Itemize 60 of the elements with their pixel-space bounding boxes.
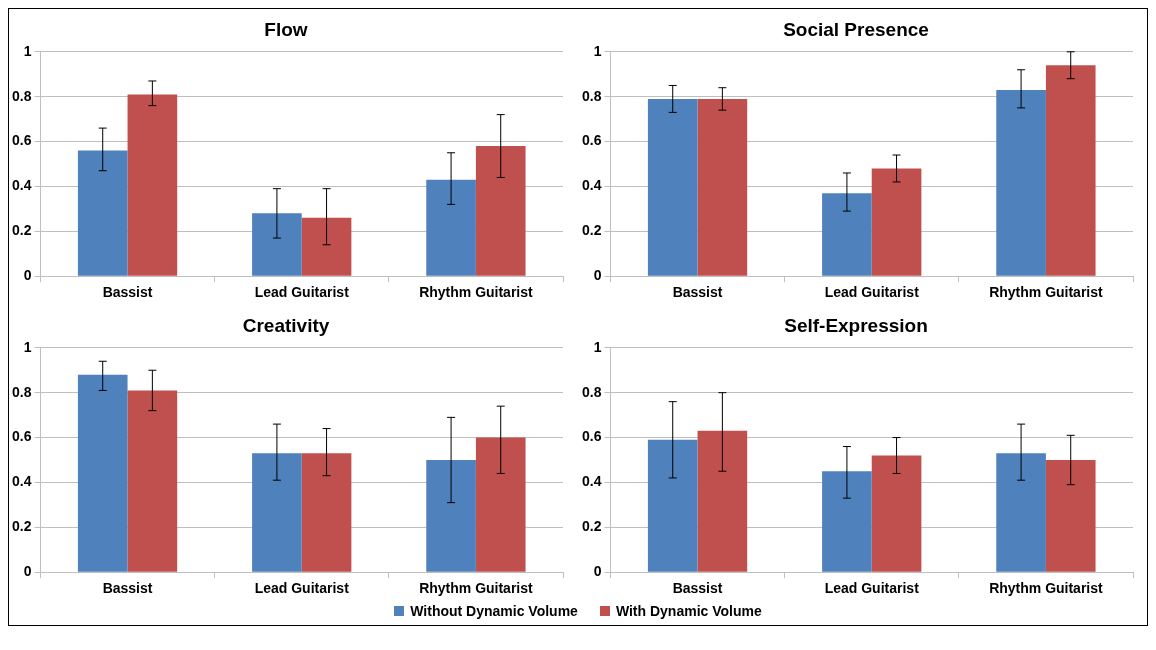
bar [77, 150, 128, 276]
bar [301, 217, 352, 276]
bar [475, 146, 526, 276]
bar [475, 437, 526, 572]
y-tick-label: 0.6 [581, 428, 602, 445]
y-tick-label: 0.8 [581, 383, 602, 400]
chart-title: Social Presence [783, 18, 929, 40]
x-tick-label: Bassist [672, 284, 723, 301]
y-tick-label: 0 [23, 267, 32, 284]
bar [996, 89, 1046, 276]
bar [871, 168, 922, 276]
bar [1045, 65, 1096, 276]
y-tick-label: 0 [593, 267, 602, 284]
bar [822, 193, 872, 276]
bar [426, 179, 476, 276]
y-tick-label: 0.4 [11, 473, 32, 490]
bar [127, 94, 178, 276]
chart-title: Self-Expression [784, 314, 928, 336]
y-tick-label: 0.2 [581, 518, 602, 535]
y-tick-label: 0.4 [11, 177, 32, 194]
y-tick-label: 0.2 [11, 518, 32, 535]
y-tick-label: 0.2 [581, 222, 602, 239]
bar [252, 213, 302, 276]
chart-title: Flow [264, 18, 308, 40]
x-tick-label: Bassist [102, 284, 153, 301]
y-tick-label: 0.2 [11, 222, 32, 239]
x-tick-label: Rhythm Guitarist [419, 284, 534, 301]
bar [127, 390, 178, 572]
y-tick-label: 0.6 [11, 132, 32, 149]
x-tick-label: Lead Guitarist [824, 284, 920, 301]
y-tick-label: 0.8 [11, 87, 32, 104]
y-tick-label: 0.6 [11, 428, 32, 445]
x-tick-label: Rhythm Guitarist [419, 580, 534, 597]
bar [647, 98, 698, 276]
y-tick-label: 1 [23, 338, 32, 355]
y-tick-label: 0 [23, 563, 32, 580]
x-tick-label: Lead Guitarist [824, 580, 920, 597]
bar [697, 98, 748, 276]
bar [426, 460, 476, 572]
legend-label: Without Dynamic Volume [410, 603, 578, 619]
y-tick-label: 1 [593, 338, 602, 355]
y-tick-label: 1 [593, 42, 602, 59]
legend-label: With Dynamic Volume [615, 603, 762, 619]
x-tick-label: Bassist [672, 580, 723, 597]
x-tick-label: Lead Guitarist [254, 580, 350, 597]
bar [252, 453, 302, 572]
y-tick-label: 0 [593, 563, 602, 580]
bar [301, 453, 352, 572]
x-tick-label: Bassist [102, 580, 153, 597]
y-tick-label: 0.8 [581, 87, 602, 104]
chart-title: Creativity [242, 314, 330, 336]
y-tick-label: 0.8 [11, 383, 32, 400]
y-tick-label: 1 [23, 42, 32, 59]
x-tick-label: Lead Guitarist [254, 284, 350, 301]
x-tick-label: Rhythm Guitarist [989, 580, 1104, 597]
y-tick-label: 0.4 [581, 473, 602, 490]
bar [77, 374, 128, 572]
x-tick-label: Rhythm Guitarist [989, 284, 1104, 301]
y-tick-label: 0.4 [581, 177, 602, 194]
y-tick-label: 0.6 [581, 132, 602, 149]
